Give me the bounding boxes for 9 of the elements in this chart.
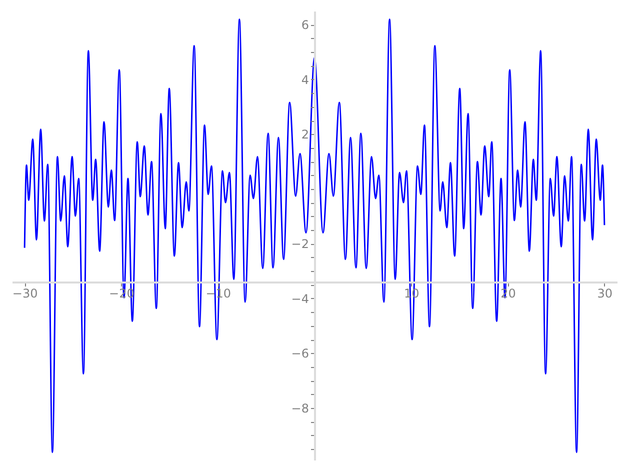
y-tick-label: −8	[291, 401, 309, 416]
x-tick-label: −30	[12, 286, 38, 301]
y-tick-label: −6	[291, 346, 309, 361]
x-tick-label: 30	[597, 286, 613, 301]
y-tick-label: −2	[291, 237, 309, 252]
y-tick-label: 2	[301, 128, 309, 142]
y-tick-label: 4	[301, 72, 309, 87]
y-tick-label: −4	[291, 292, 309, 306]
y-tick-label: 6	[301, 18, 309, 32]
